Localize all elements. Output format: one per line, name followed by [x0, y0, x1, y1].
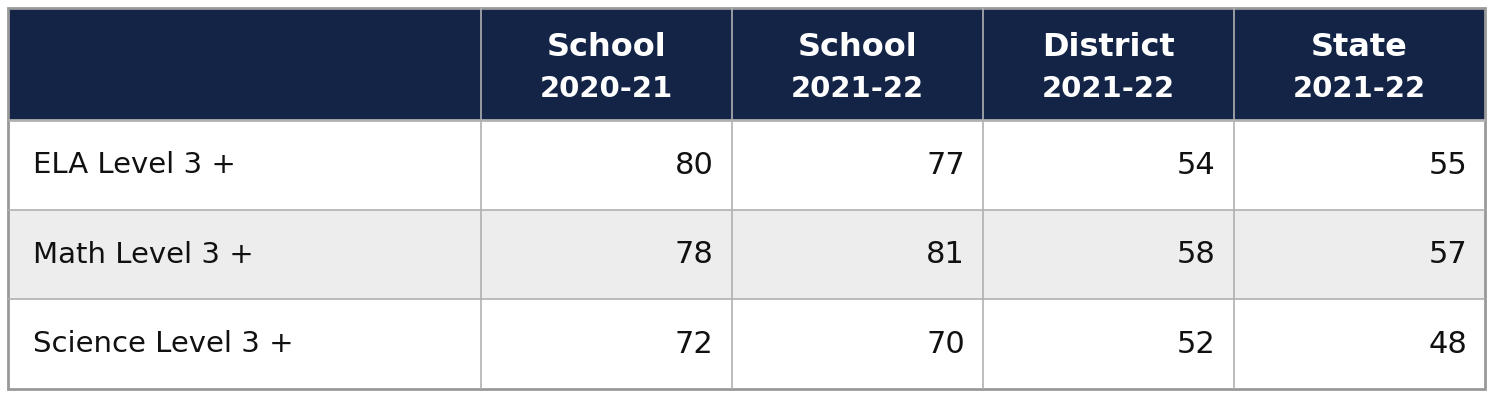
Bar — [7, 299, 1486, 389]
Bar — [7, 8, 481, 120]
Text: 2020-21: 2020-21 — [539, 75, 673, 103]
Text: 2021-22: 2021-22 — [1293, 75, 1426, 103]
Text: School: School — [797, 32, 917, 63]
Text: 72: 72 — [675, 330, 714, 359]
Text: State: State — [1311, 32, 1408, 63]
Text: 57: 57 — [1429, 240, 1468, 269]
Text: District: District — [1042, 32, 1175, 63]
Text: 78: 78 — [675, 240, 714, 269]
Text: 81: 81 — [926, 240, 964, 269]
Bar — [1233, 8, 1486, 120]
Bar — [7, 120, 1486, 210]
Text: 58: 58 — [1176, 240, 1215, 269]
Text: 70: 70 — [926, 330, 964, 359]
Text: Science Level 3 +: Science Level 3 + — [33, 330, 294, 358]
Text: 52: 52 — [1176, 330, 1215, 359]
Bar — [7, 210, 1486, 299]
Bar — [481, 8, 732, 120]
Text: 2021-22: 2021-22 — [791, 75, 924, 103]
Bar — [982, 8, 1233, 120]
Text: 77: 77 — [926, 151, 964, 180]
Text: ELA Level 3 +: ELA Level 3 + — [33, 151, 236, 179]
Text: 55: 55 — [1429, 151, 1468, 180]
Text: Math Level 3 +: Math Level 3 + — [33, 241, 254, 269]
Text: 2021-22: 2021-22 — [1042, 75, 1175, 103]
Bar — [732, 8, 982, 120]
Text: 48: 48 — [1429, 330, 1468, 359]
Text: School: School — [546, 32, 666, 63]
Text: 80: 80 — [675, 151, 714, 180]
Text: 54: 54 — [1176, 151, 1215, 180]
